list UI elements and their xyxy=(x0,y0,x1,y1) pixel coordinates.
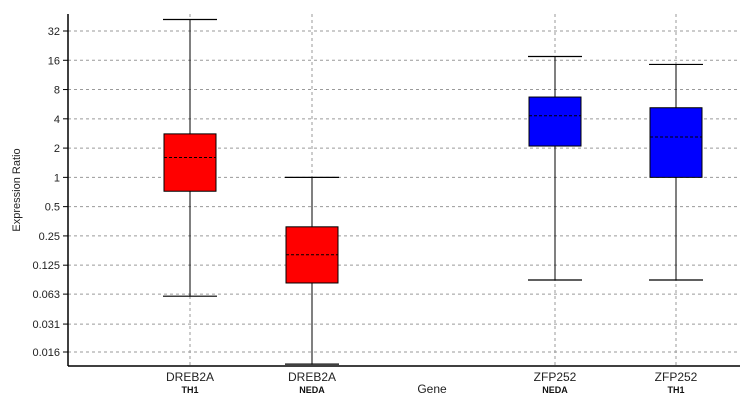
y-tick-label: 4 xyxy=(54,114,60,126)
y-tick-label: 1 xyxy=(54,172,60,184)
box-dreb2a-th1 xyxy=(163,18,217,297)
y-tick-label: 0.063 xyxy=(32,289,60,301)
y-tick-label: 0.031 xyxy=(32,319,60,331)
y-tick-label: 0.125 xyxy=(32,260,60,272)
y-tick-label: 2 xyxy=(54,143,60,155)
box-zfp252-th1 xyxy=(649,63,703,281)
y-tick-label: 0.5 xyxy=(45,202,60,214)
y-axis-label: Expression Ratio xyxy=(11,148,23,231)
y-tick-label: 0.016 xyxy=(32,347,60,359)
x-tick-label-sample: TH1 xyxy=(667,385,684,394)
y-tick-label: 0.25 xyxy=(39,231,60,243)
iqr-box xyxy=(163,133,217,192)
x-tick-label-gene: ZFP252 xyxy=(655,370,698,384)
box-zfp252-neda xyxy=(528,55,582,281)
y-tick-label: 8 xyxy=(54,85,60,97)
y-tick-label: 32 xyxy=(48,26,60,38)
iqr-box xyxy=(528,96,582,147)
iqr-box xyxy=(649,107,703,178)
y-tick-labels: 32 16 8 4 2 1 0.5 0.25 0.125 0.063 0.031 0.016 xyxy=(32,26,68,359)
y-tick-label: 16 xyxy=(48,55,60,67)
box-dreb2a-neda xyxy=(285,176,339,365)
x-tick-label-gene: ZFP252 xyxy=(534,370,577,384)
x-tick-label-gene: DREB2A xyxy=(288,370,336,384)
x-tick-label-sample: NEDA xyxy=(542,385,568,394)
boxes xyxy=(163,18,703,365)
axes xyxy=(67,14,740,367)
x-tick-label-sample: NEDA xyxy=(299,385,325,394)
x-tick-label-gene: DREB2A xyxy=(166,370,214,384)
x-axis-label: Gene xyxy=(417,382,447,394)
x-tick-label-sample: TH1 xyxy=(181,385,198,394)
